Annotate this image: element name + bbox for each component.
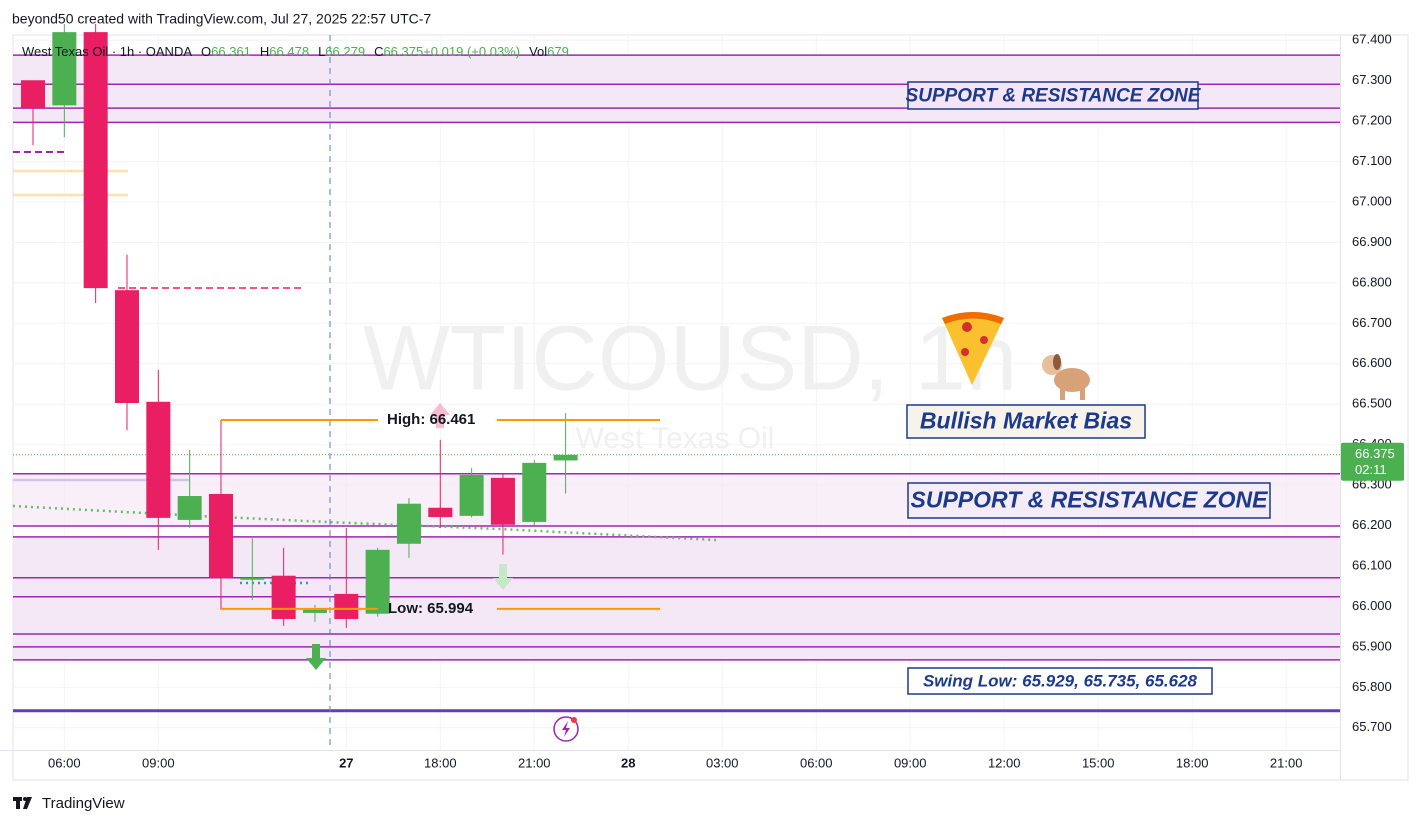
y-tick-label: 67.400	[1352, 32, 1392, 47]
x-axis-line	[0, 750, 1340, 751]
annotation-box	[907, 482, 1271, 519]
candle-body	[146, 401, 171, 518]
y-tick-label: 66.700	[1352, 315, 1392, 330]
annotation: Swing Low: 65.929, 65.735, 65.628	[923, 671, 1198, 690]
y-tick-label: 67.200	[1352, 113, 1392, 128]
x-tick-label: 06:00	[48, 755, 81, 770]
down-arrow	[306, 644, 326, 670]
y-tick-label: 67.100	[1352, 153, 1392, 168]
event-bolt	[562, 721, 570, 737]
watermark: WTICOUSD, 1h	[363, 307, 1017, 409]
watermark-sub: West Texas Oil	[576, 422, 775, 455]
moving-average	[12, 504, 717, 542]
annotation: Bullish Market Bias	[920, 408, 1132, 434]
up-arrow	[430, 403, 450, 428]
x-tick-label: 12:00	[988, 755, 1021, 770]
last-price-box	[1341, 442, 1404, 481]
legend-part: Vol	[529, 44, 547, 59]
y-tick-label: 66.100	[1352, 557, 1392, 572]
legend-part: 679	[547, 44, 569, 59]
x-tick-label: 09:00	[142, 755, 175, 770]
footer: TradingView	[42, 795, 125, 812]
legend-part: 66.279	[325, 44, 365, 59]
legend-part: West Texas Oil · 1h · OANDA	[22, 44, 192, 59]
candle-body	[114, 290, 139, 404]
dog-icon	[1042, 354, 1090, 400]
x-tick-label: 15:00	[1082, 755, 1115, 770]
candle-body	[334, 593, 359, 619]
annotation-box	[907, 667, 1213, 695]
annotation: SUPPORT & RESISTANCE ZONE	[906, 86, 1202, 107]
candle-body	[490, 477, 515, 525]
y-tick-label: 66.600	[1352, 355, 1392, 370]
y-axis-line	[1340, 35, 1341, 780]
candle-body	[553, 454, 578, 461]
legend-part: O	[201, 44, 211, 59]
legend-part: 66.361	[211, 44, 251, 59]
legend: West Texas Oil · 1h · OANDA O66.361 H66.47…	[22, 44, 569, 59]
x-tick-label: 03:00	[706, 755, 739, 770]
candle-body	[208, 494, 233, 578]
candle-body	[396, 503, 421, 544]
legend-part: C	[374, 44, 383, 59]
down-arrow	[493, 564, 513, 590]
annotation-box	[906, 404, 1146, 439]
x-tick-label: 18:00	[1176, 755, 1209, 770]
y-tick-label: 67.300	[1352, 72, 1392, 87]
candle-body	[428, 507, 453, 518]
tradingview-logo	[13, 797, 32, 809]
y-tick-label: 65.900	[1352, 638, 1392, 653]
x-tick-label: 28	[621, 755, 635, 770]
legend-part: 66.375	[383, 44, 423, 59]
legend-part: L	[318, 44, 325, 59]
x-tick-label: 27	[339, 755, 353, 770]
candle-body	[83, 32, 108, 289]
candle-body	[177, 496, 202, 520]
y-tick-label: 66.900	[1352, 234, 1392, 249]
y-tick-label: 65.800	[1352, 679, 1392, 694]
annotation-box	[907, 81, 1199, 110]
legend-part: +0.019 (+0.03%)	[423, 44, 520, 59]
foreground-layer	[21, 24, 660, 628]
candle-body	[522, 462, 547, 522]
x-tick-label: 09:00	[894, 755, 927, 770]
y-tick-label: 66.000	[1352, 598, 1392, 613]
zone	[13, 536, 1340, 660]
last-price-label: 66.375	[1355, 446, 1395, 461]
hl-label: High: 66.461	[387, 411, 475, 428]
annotation: SUPPORT & RESISTANCE ZONE	[911, 487, 1269, 513]
hl-label: Low: 65.994	[388, 600, 474, 617]
candle-body	[459, 475, 484, 516]
x-tick-label: 06:00	[800, 755, 833, 770]
x-tick-label: 21:00	[1270, 755, 1303, 770]
countdown-label: 02:11	[1355, 462, 1387, 477]
candle-body	[21, 80, 45, 109]
y-tick-label: 65.700	[1352, 719, 1392, 734]
y-tick-label: 66.800	[1352, 274, 1392, 289]
header: beyond50 created with TradingView.com, J…	[12, 11, 431, 27]
candle-body	[271, 575, 296, 619]
legend-part: H	[260, 44, 269, 59]
y-tick-label: 66.200	[1352, 517, 1392, 532]
x-tick-label: 21:00	[518, 755, 551, 770]
candle-body	[302, 609, 327, 613]
pizza-icon	[942, 312, 1004, 385]
candle-body	[365, 549, 390, 614]
candle-body	[240, 577, 265, 580]
x-tick-label: 18:00	[424, 755, 457, 770]
y-tick-label: 66.500	[1352, 396, 1392, 411]
candle-body	[52, 32, 77, 106]
y-tick-label: 67.000	[1352, 193, 1392, 208]
legend-part: 66.478	[269, 44, 309, 59]
event-dot	[571, 717, 577, 723]
